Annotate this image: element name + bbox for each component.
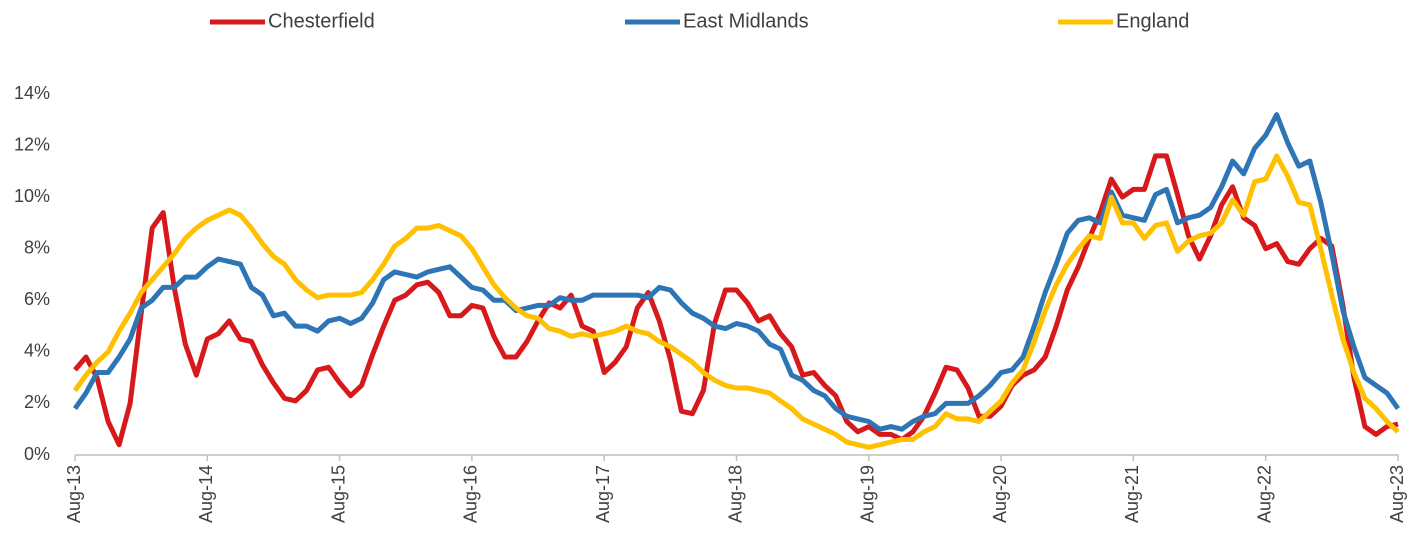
x-tick-label: Aug-13 bbox=[64, 465, 84, 523]
series-line bbox=[73, 153, 1399, 448]
legend-label: England bbox=[1116, 10, 1189, 32]
y-tick-label: 0% bbox=[24, 444, 50, 464]
y-tick-label: 2% bbox=[24, 392, 50, 412]
x-tick-label: Aug-15 bbox=[328, 465, 348, 523]
x-tick-label: Aug-20 bbox=[990, 465, 1010, 523]
y-tick-label: 10% bbox=[14, 186, 50, 206]
legend-label: Chesterfield bbox=[268, 10, 375, 32]
x-tick-label: Aug-17 bbox=[593, 465, 613, 523]
y-tick-label: 8% bbox=[24, 237, 50, 257]
y-tick-label: 14% bbox=[14, 83, 50, 103]
x-tick-label: Aug-22 bbox=[1254, 465, 1274, 523]
legend-label: East Midlands bbox=[683, 10, 809, 32]
x-tick-label: Aug-19 bbox=[858, 465, 878, 523]
y-tick-label: 6% bbox=[24, 289, 50, 309]
y-tick-label: 4% bbox=[24, 341, 50, 361]
x-tick-label: Aug-14 bbox=[196, 465, 216, 523]
series-line bbox=[72, 112, 1401, 432]
x-tick-label: Aug-21 bbox=[1122, 465, 1142, 523]
y-tick-label: 12% bbox=[14, 134, 50, 154]
series-line bbox=[72, 153, 1400, 450]
x-tick-label: Aug-23 bbox=[1387, 465, 1407, 523]
x-tick-label: Aug-16 bbox=[461, 465, 481, 523]
x-tick-label: Aug-18 bbox=[725, 465, 745, 523]
